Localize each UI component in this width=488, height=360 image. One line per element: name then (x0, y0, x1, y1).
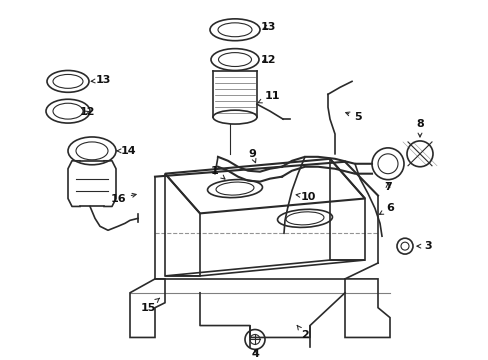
Text: 14: 14 (117, 146, 136, 156)
Text: 13: 13 (91, 75, 110, 85)
Text: 10: 10 (296, 192, 315, 202)
Text: 4: 4 (250, 349, 259, 359)
Text: 3: 3 (416, 241, 431, 251)
Text: 11: 11 (258, 91, 279, 103)
Text: 13: 13 (260, 22, 275, 32)
Text: 8: 8 (415, 119, 423, 137)
Text: 5: 5 (345, 112, 361, 122)
Text: 2: 2 (297, 325, 308, 341)
Text: 7: 7 (384, 181, 391, 192)
Text: 12: 12 (260, 55, 275, 64)
Text: 12: 12 (80, 107, 95, 117)
Text: 1: 1 (211, 166, 224, 179)
Text: 15: 15 (140, 298, 159, 313)
Text: 6: 6 (379, 203, 393, 215)
Text: 16: 16 (110, 193, 136, 203)
Text: 9: 9 (247, 149, 255, 163)
